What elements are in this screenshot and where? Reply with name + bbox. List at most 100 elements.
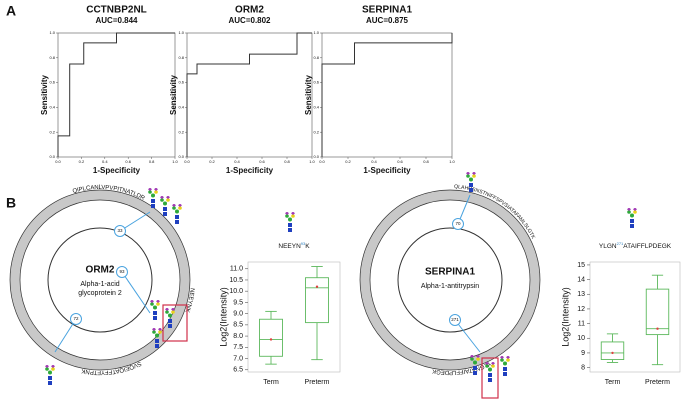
y-tick-label: 1.0: [49, 30, 55, 35]
protein-description: Alpha-1-antitrypsin: [421, 283, 479, 290]
x-tick-label: 0.4: [371, 159, 377, 164]
ring-edge: [9, 189, 191, 371]
x-tick-label: 0.0: [184, 159, 190, 164]
link: [121, 271, 151, 314]
box: [645, 288, 670, 336]
plot-frame: [321, 32, 453, 158]
y-tick-label: 10.0: [229, 288, 243, 295]
x-axis-label: 1-Specificity: [93, 166, 141, 175]
x-tick-label: 0.2: [345, 159, 351, 164]
glycan-icon: [500, 356, 510, 376]
ring-edge: [359, 189, 541, 371]
y-tick-label: 0.8: [178, 55, 184, 60]
protein-description: Alpha-1-acid: [80, 281, 119, 288]
y-tick-label: 1.0: [313, 30, 319, 35]
mean: [315, 285, 319, 288]
x-tick-label: 0.4: [234, 159, 240, 164]
x-tick-label: 0.8: [149, 159, 155, 164]
box: [305, 277, 329, 324]
y-tick-label: 14: [577, 276, 585, 283]
chart-subtitle: AUC=0.844: [95, 16, 138, 25]
panel-label: A: [6, 3, 16, 19]
x-tick-label: 1.0: [172, 159, 178, 164]
x-tick-label: 0.6: [397, 159, 403, 164]
inner-circle: [47, 227, 153, 333]
ring: [360, 190, 540, 370]
site-number: 271: [451, 317, 459, 322]
chart-subtitle: AUC=0.875: [366, 16, 409, 25]
roc-curve: [57, 32, 175, 157]
site-number: 93: [119, 269, 125, 274]
link: [54, 318, 77, 353]
y-tick-label: 9.0: [233, 310, 243, 317]
site: [449, 314, 461, 326]
y-axis-label: Log2(Intensity): [218, 287, 228, 347]
x-tick-label: 0.8: [284, 159, 290, 164]
link: [454, 319, 481, 353]
chart-subtitle: AUC=0.802: [228, 16, 271, 25]
protein-description: glycoprotein 2: [78, 290, 122, 297]
ring-edge: [369, 199, 531, 361]
site: [114, 225, 126, 237]
mean: [656, 327, 659, 330]
y-tick-label: 7.0: [233, 355, 243, 362]
x-tick-label: 0.8: [423, 159, 429, 164]
glycan-icon: [160, 196, 170, 216]
x-tick-label: 0.2: [209, 159, 215, 164]
peptide-text: NEEYN: [278, 243, 301, 250]
y-tick-label: 7.5: [233, 344, 243, 351]
glycan-icon: [627, 208, 637, 228]
glycosite: 93: [301, 241, 306, 246]
peptide-text: NEEYNK: [184, 288, 195, 313]
y-tick-label: 0.8: [313, 55, 319, 60]
y-tick-label: 11.0: [230, 266, 243, 273]
plot-frame: [589, 261, 681, 373]
plot-frame: [57, 32, 176, 158]
x-tick-label: 0.4: [102, 159, 108, 164]
site-number: 70: [455, 221, 461, 226]
chart-title: ORM2: [235, 5, 264, 16]
x-tick-label: 0.2: [79, 159, 85, 164]
roc-curve: [186, 32, 312, 157]
peptide-annotation: NEEYN93K: [278, 241, 310, 250]
y-tick-label: 6.5: [233, 367, 243, 374]
mean: [611, 351, 614, 355]
chart-title: SERPINA1: [362, 5, 412, 16]
x-axis-label: 1-Specificity: [226, 166, 274, 175]
y-tick-label: 0.6: [313, 80, 319, 85]
y-tick-label: 12: [577, 306, 585, 313]
y-tick-label: 0.0: [178, 154, 184, 159]
y-tick-label: 8.0: [233, 333, 243, 340]
protein-diagram: 33 93 72 ORM2 Alpha-1-acid glycoprotein …: [9, 185, 195, 385]
y-tick-label: 0.0: [49, 154, 55, 159]
y-tick-label: 0.8: [49, 55, 55, 60]
y-tick-label: 11: [578, 320, 585, 327]
glycan-icon: [150, 300, 160, 320]
y-tick-label: 0.4: [313, 104, 319, 109]
mean: [269, 338, 273, 341]
box: [259, 318, 283, 357]
protein-name: ORM2: [86, 265, 115, 276]
peptide-text: K: [305, 243, 310, 250]
peptide: NEEYNK: [184, 288, 195, 313]
site-number: 72: [73, 316, 79, 321]
y-tick-label: 0.6: [49, 80, 55, 85]
y-tick-label: 0.2: [313, 129, 319, 134]
x-tick-label: Preterm: [305, 379, 330, 386]
plot-frame: [247, 261, 341, 373]
y-tick-label: 0.2: [178, 129, 184, 134]
x-tick-label: Term: [605, 379, 621, 386]
glycan-icon: [172, 204, 182, 224]
highlight-box: [481, 357, 499, 399]
inner-circle: [397, 227, 503, 333]
x-tick-label: 1.0: [309, 159, 315, 164]
x-tick-label: 0.6: [259, 159, 265, 164]
y-tick-label: 0.4: [178, 104, 184, 109]
y-tick-label: 0.2: [49, 129, 55, 134]
protein-name: SERPINA1: [425, 267, 475, 278]
x-tick-label: 0.6: [125, 159, 131, 164]
x-tick-label: Term: [263, 379, 279, 386]
y-tick-label: 0.0: [313, 154, 319, 159]
y-tick-label: 15: [577, 262, 585, 269]
